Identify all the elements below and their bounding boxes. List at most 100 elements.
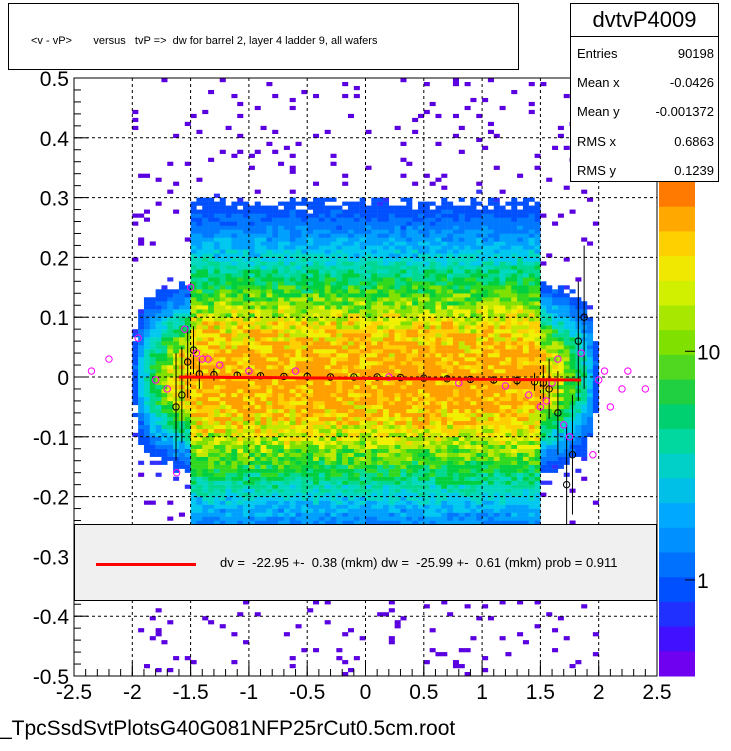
heatmap-cell xyxy=(260,500,267,505)
heatmap-cell xyxy=(143,329,150,334)
heatmap-cell xyxy=(441,197,448,202)
heatmap-cell xyxy=(476,380,483,386)
heatmap-cell xyxy=(260,225,267,230)
heatmap-cell xyxy=(149,448,156,453)
heatmap-cell xyxy=(272,396,279,402)
heatmap-cell xyxy=(394,269,401,274)
heatmap-cell xyxy=(342,349,349,354)
heatmap-cell xyxy=(295,237,302,242)
heatmap-cell xyxy=(441,380,448,386)
heatmap-cell xyxy=(272,380,279,386)
heatmap-cell xyxy=(336,253,343,258)
heatmap-cell xyxy=(435,428,442,434)
heatmap-cell xyxy=(429,269,436,274)
heatmap-cell xyxy=(237,269,244,274)
heatmap-cell xyxy=(202,237,209,242)
heatmap-cell xyxy=(423,205,430,210)
heatmap-cell xyxy=(231,253,238,258)
heatmap-cell xyxy=(213,452,220,457)
heatmap-cell xyxy=(254,420,261,426)
heatmap-cell xyxy=(248,500,255,505)
heatmap-cell xyxy=(301,241,308,246)
heatmap-cell xyxy=(143,361,150,366)
heatmap-cell xyxy=(470,396,477,402)
heatmap-cell xyxy=(336,508,343,513)
heatmap-cell xyxy=(342,245,349,250)
heatmap-cell xyxy=(132,369,139,374)
heatmap-cell xyxy=(132,361,139,366)
heatmap-cell xyxy=(243,500,250,505)
heatmap-cell xyxy=(365,249,372,254)
heatmap-cell xyxy=(423,508,430,513)
heatmap-cell xyxy=(219,456,226,461)
heatmap-cell xyxy=(452,444,459,449)
heatmap-cell xyxy=(429,293,436,298)
heatmap-cell xyxy=(417,301,424,306)
heatmap-cell xyxy=(336,432,343,437)
heatmap-cell xyxy=(406,345,413,350)
heatmap-cell xyxy=(476,504,483,509)
heatmap-cell xyxy=(248,345,255,350)
heatmap-cell xyxy=(202,440,209,445)
heatmap-cell xyxy=(394,125,401,131)
heatmap-cell xyxy=(359,392,366,398)
heatmap-cell xyxy=(289,277,296,282)
heatmap-cell xyxy=(470,97,477,103)
heatmap-cell xyxy=(266,420,273,426)
heatmap-cell xyxy=(388,217,395,222)
heatmap-cell xyxy=(359,416,366,422)
heatmap-cell xyxy=(441,436,448,441)
heatmap-cell xyxy=(278,261,285,266)
heatmap-cell xyxy=(458,484,465,489)
heatmap-cell xyxy=(254,388,261,394)
heatmap-cell xyxy=(429,628,436,633)
heatmap-cell xyxy=(225,377,232,382)
heatmap-cell xyxy=(388,444,395,449)
heatmap-cell xyxy=(342,456,349,461)
heatmap-cell xyxy=(272,428,279,434)
heatmap-cell xyxy=(423,361,430,366)
heatmap-cell xyxy=(272,285,279,290)
heatmap-cell xyxy=(359,305,366,310)
heatmap-cell xyxy=(406,309,413,314)
heatmap-cell xyxy=(447,500,454,505)
heatmap-cell xyxy=(348,492,355,497)
heatmap-cell xyxy=(441,261,448,266)
heatmap-cell xyxy=(348,460,355,465)
heatmap-cell xyxy=(289,249,296,254)
heatmap-cell xyxy=(283,488,290,493)
heatmap-cell xyxy=(208,333,215,338)
heatmap-cell xyxy=(441,233,448,238)
heatmap-cell xyxy=(412,309,419,314)
heatmap-cell xyxy=(394,321,401,326)
heatmap-cell xyxy=(301,488,308,493)
heatmap-cell xyxy=(237,293,244,298)
heatmap-cell xyxy=(336,333,343,338)
heatmap-cell xyxy=(295,225,302,230)
heatmap-cell xyxy=(441,237,448,242)
heatmap-cell xyxy=(208,233,215,238)
heatmap-cell xyxy=(417,225,424,230)
heatmap-cell xyxy=(225,229,232,234)
heatmap-cell xyxy=(371,229,378,234)
heatmap-cell xyxy=(348,357,355,362)
heatmap-cell xyxy=(318,257,325,262)
heatmap-cell xyxy=(447,392,454,398)
heatmap-cell xyxy=(336,353,343,358)
heatmap-cell xyxy=(254,500,261,505)
heatmap-cell xyxy=(161,357,168,362)
heatmap-cell xyxy=(272,265,279,270)
heatmap-cell xyxy=(365,392,372,398)
heatmap-cell xyxy=(353,656,360,661)
heatmap-cell xyxy=(377,229,384,234)
heatmap-cell xyxy=(406,456,413,461)
heatmap-cell xyxy=(447,504,454,509)
heatmap-cell xyxy=(266,353,273,358)
heatmap-cell xyxy=(324,281,331,286)
heatmap-cell xyxy=(400,273,407,278)
heatmap-cell xyxy=(452,297,459,302)
heatmap-cell xyxy=(313,448,320,453)
heatmap-cell xyxy=(400,213,407,218)
heatmap-cell xyxy=(266,341,273,346)
heatmap-cell xyxy=(388,460,395,465)
